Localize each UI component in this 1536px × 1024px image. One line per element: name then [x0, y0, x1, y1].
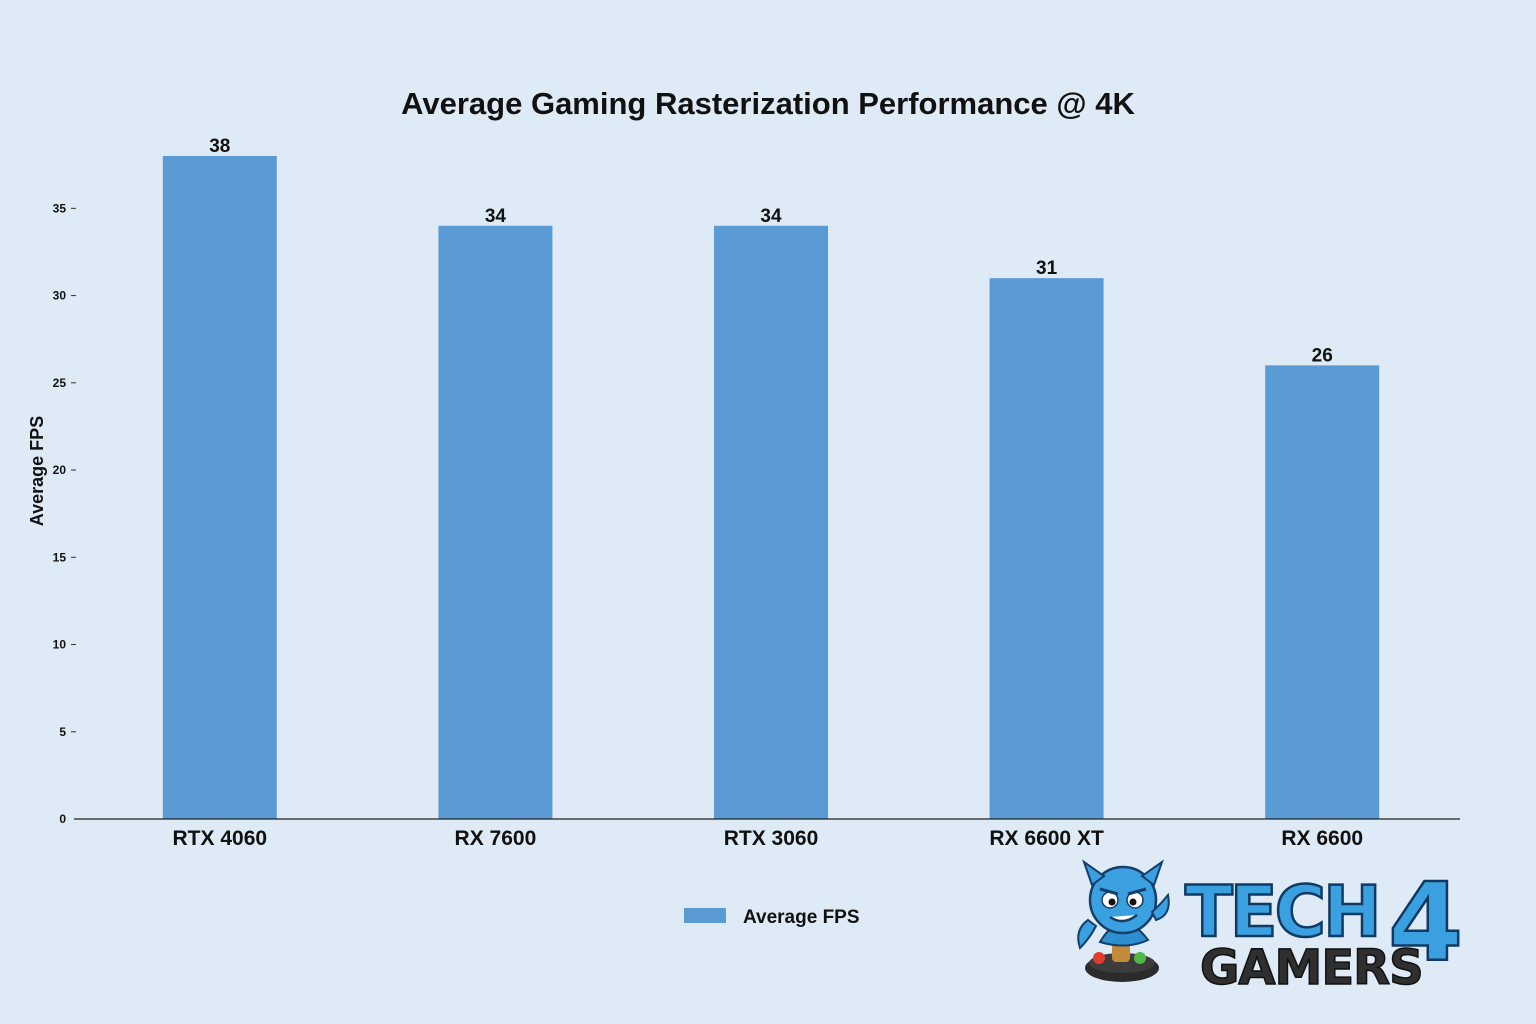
logo-four-text: 4 — [1388, 861, 1463, 986]
logo-tech-text: TECH — [1185, 871, 1379, 953]
x-tick-label: RTX 4060 — [173, 827, 268, 850]
y-tick-label: 0 — [59, 812, 66, 826]
y-axis-ticks: 0 5 10 15 20 25 30 35 — [53, 201, 76, 826]
y-tick-label: 5 — [59, 725, 66, 739]
x-tick-label: RX 6600 XT — [989, 827, 1104, 850]
y-tick-label: 35 — [53, 201, 67, 215]
x-tick-label: RX 6600 — [1281, 827, 1363, 850]
data-labels: 38 34 34 31 26 — [209, 136, 1333, 366]
legend[interactable]: Average FPS — [684, 907, 860, 928]
data-label: 31 — [1036, 258, 1058, 279]
bar[interactable] — [714, 225, 828, 819]
bar[interactable] — [438, 225, 553, 819]
logo-gamers-text: GAMERS — [1200, 940, 1423, 996]
legend-swatch — [684, 908, 726, 923]
x-axis-ticks: RTX 4060 RX 7600 RTX 3060 RX 6600 XT RX 6600 — [173, 827, 1364, 850]
y-tick-label: 30 — [53, 289, 67, 303]
y-tick-label: 25 — [53, 376, 67, 390]
data-label: 38 — [209, 136, 230, 157]
y-tick-label: 20 — [53, 463, 67, 477]
x-tick-label: RX 7600 — [455, 827, 537, 850]
bar[interactable] — [1265, 365, 1380, 819]
x-tick-label: RTX 3060 — [724, 827, 819, 850]
data-label: 34 — [485, 206, 507, 227]
bars — [162, 156, 1380, 819]
tech4gamers-logo: TECH 4 GAMERS — [1077, 859, 1464, 997]
y-axis-label: Average FPS — [27, 416, 47, 526]
chart-title: Average Gaming Rasterization Performance… — [401, 86, 1135, 121]
bar[interactable] — [989, 278, 1104, 819]
data-label: 26 — [1312, 345, 1333, 366]
bar[interactable] — [162, 156, 277, 819]
y-tick-label: 15 — [53, 550, 67, 564]
legend-label: Average FPS — [743, 907, 860, 928]
data-label: 34 — [760, 206, 782, 227]
devil-mascot-joystick-icon — [1077, 859, 1170, 982]
y-tick-label: 10 — [53, 638, 67, 652]
